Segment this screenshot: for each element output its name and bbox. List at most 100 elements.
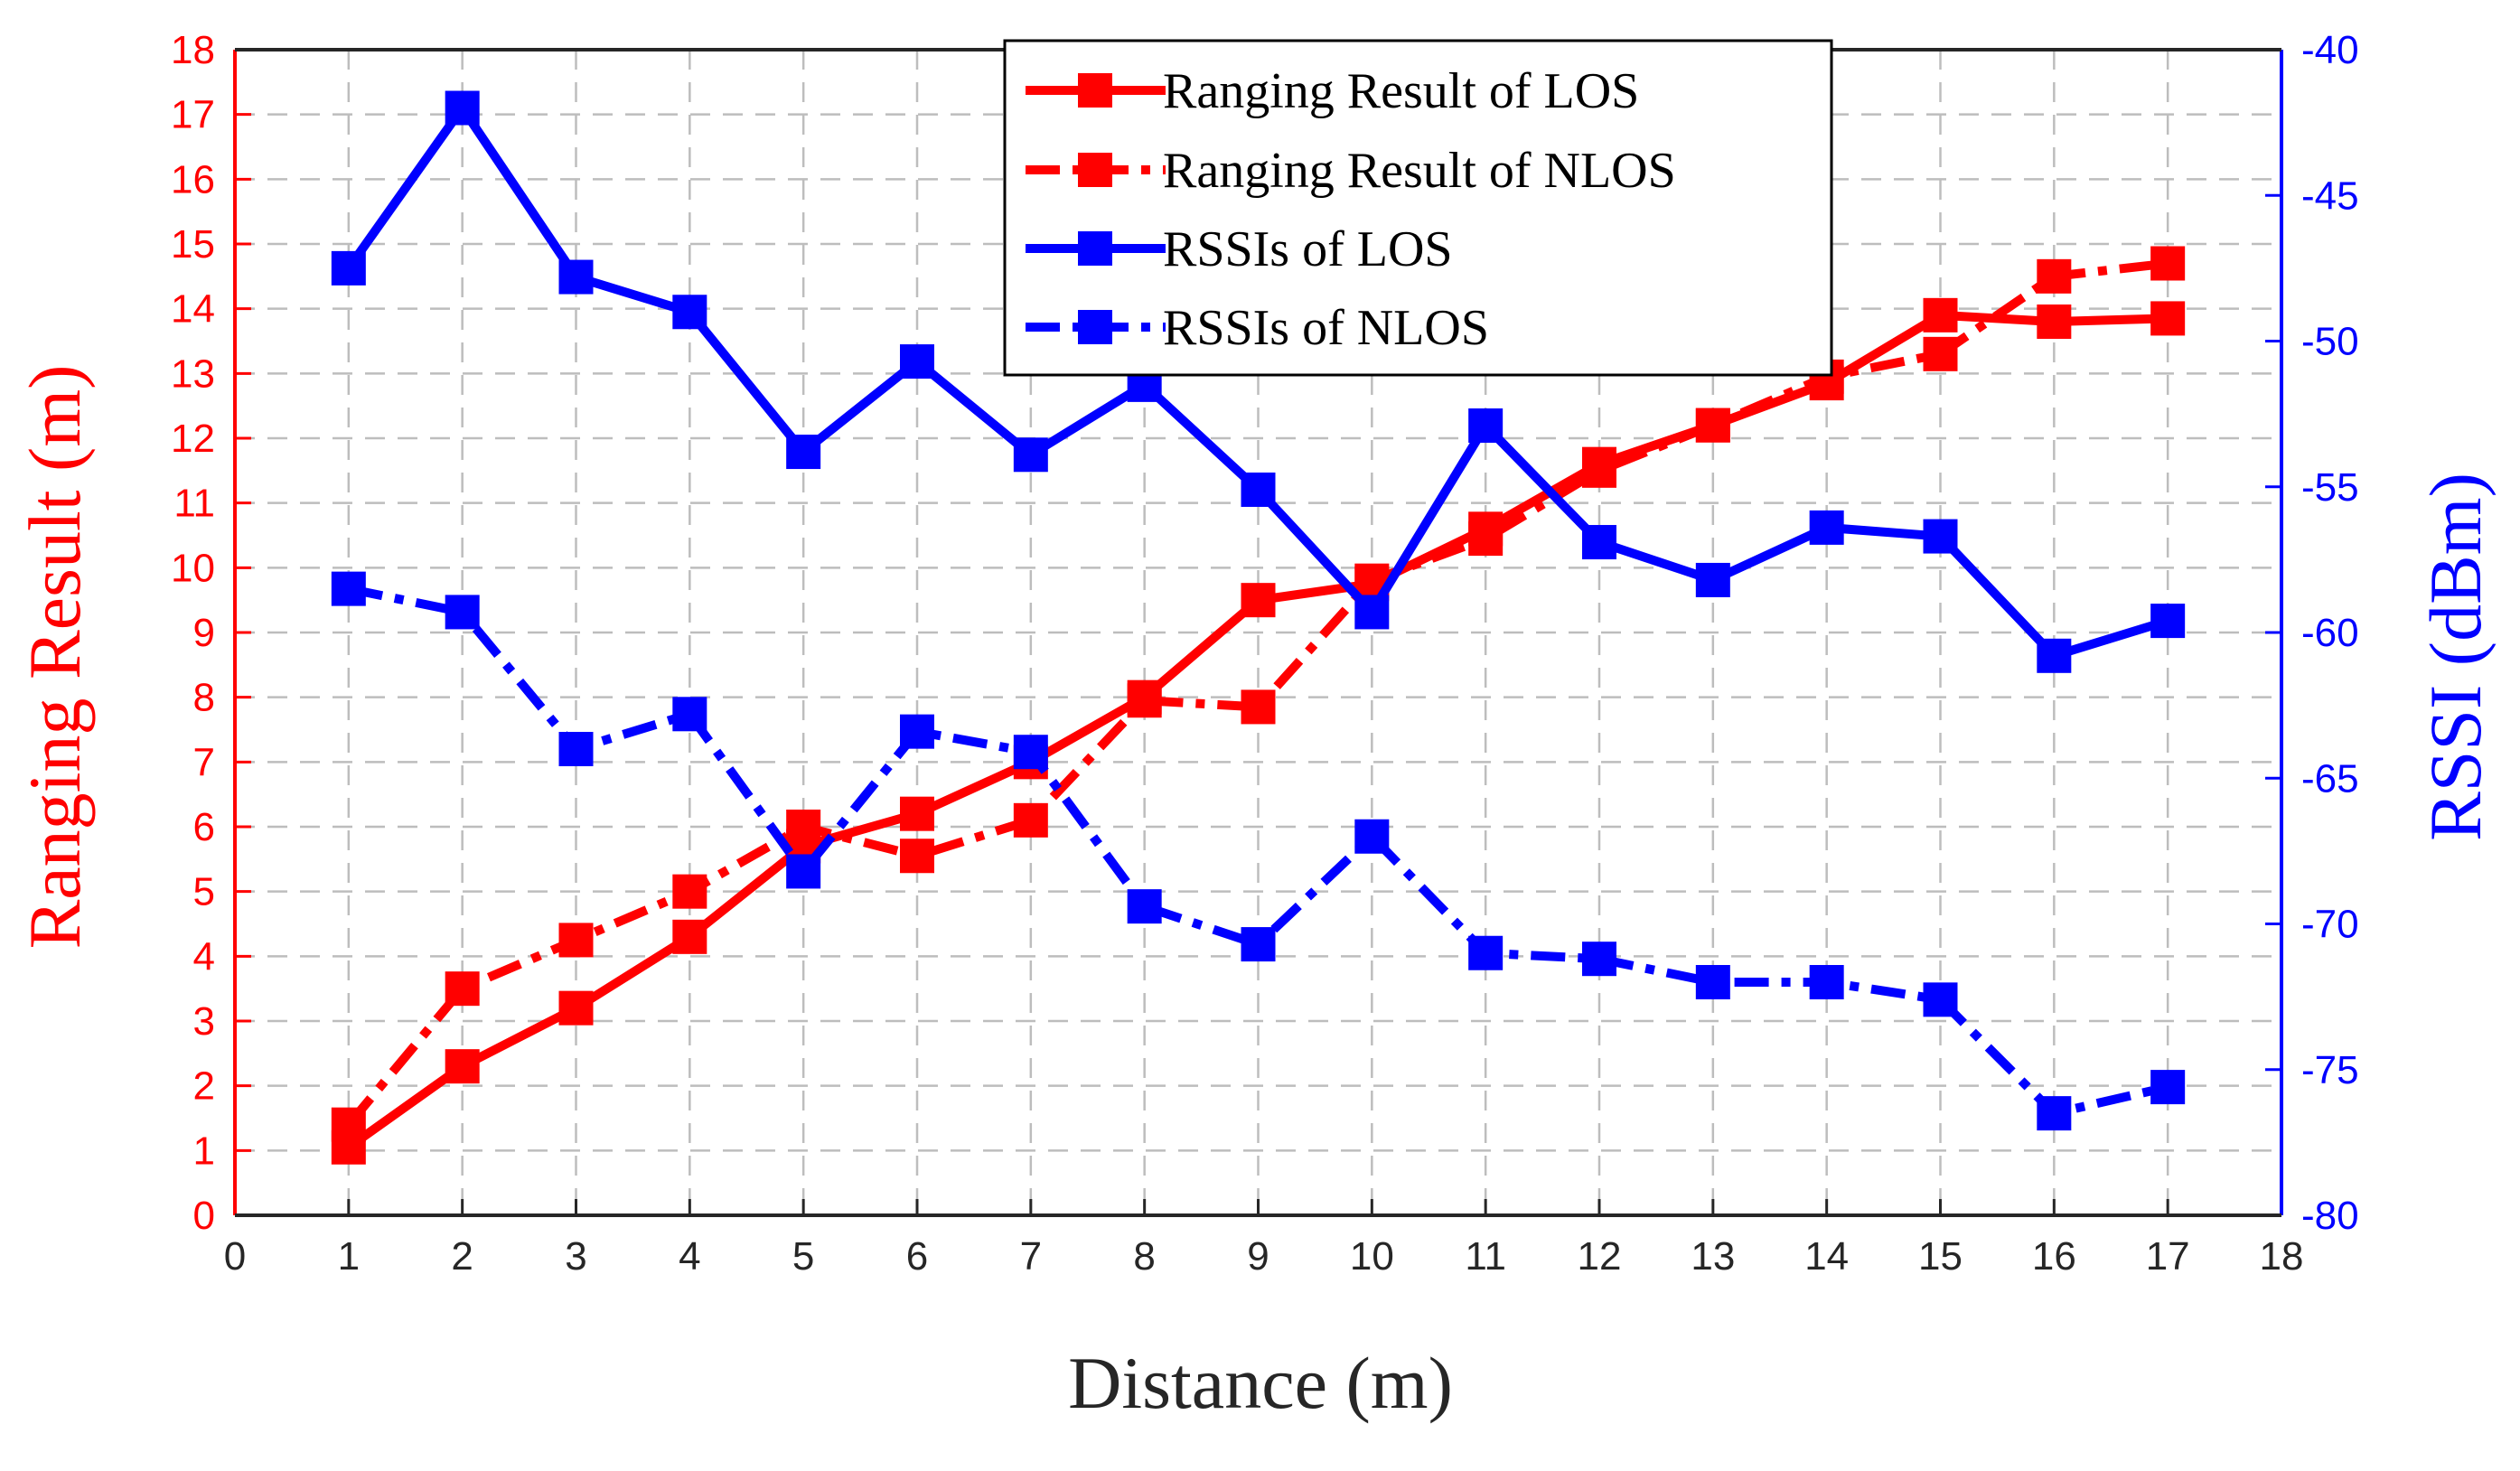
y-left-tick-label: 4 bbox=[193, 934, 215, 979]
data-point-marker bbox=[2037, 258, 2072, 294]
x-axis-title: Distance (m) bbox=[1068, 1342, 1453, 1424]
data-point-marker bbox=[1127, 683, 1162, 718]
data-point-marker bbox=[558, 732, 594, 766]
data-point-marker bbox=[1241, 583, 1276, 618]
data-point-marker bbox=[558, 990, 594, 1026]
tick-labels: 0 1 2 3 4 5 6 7 8 9 10 11 12 13 14 15 16 17 18012345678910… bbox=[171, 28, 2359, 1279]
data-point-marker bbox=[900, 714, 934, 749]
legend-label-los-ranging: Ranging Result of LOS bbox=[1163, 63, 1639, 119]
y-left-tick-label: 14 bbox=[171, 287, 215, 332]
y-left-tick-label: 2 bbox=[193, 1064, 215, 1109]
series-lines bbox=[331, 90, 2186, 1165]
x-tick-label: 16 bbox=[2032, 1234, 2076, 1279]
x-tick-label: 9 bbox=[1247, 1234, 1269, 1279]
y-right-axis-title: RSSI (dBm) bbox=[2414, 473, 2497, 841]
y-right-tick-label: -75 bbox=[2301, 1048, 2359, 1092]
x-tick-label: 6 bbox=[906, 1234, 928, 1279]
legend-entry-los-ranging: Ranging Result of LOS bbox=[1026, 63, 1639, 119]
data-point-marker bbox=[1923, 982, 1958, 1017]
y-left-tick-label: 10 bbox=[171, 546, 215, 590]
data-point-marker bbox=[786, 810, 821, 844]
data-point-marker bbox=[331, 571, 366, 606]
data-point-marker bbox=[558, 923, 594, 958]
data-point-marker bbox=[1695, 965, 1730, 999]
y-right-tick-label: -40 bbox=[2301, 28, 2359, 72]
x-tick-label: 15 bbox=[1918, 1234, 1963, 1279]
data-point-marker bbox=[672, 919, 707, 954]
y-right-tick-label: -55 bbox=[2301, 465, 2359, 510]
data-point-marker bbox=[331, 250, 366, 286]
data-point-marker bbox=[1695, 408, 1730, 443]
data-point-marker bbox=[1582, 525, 1616, 560]
data-point-marker bbox=[1468, 521, 1504, 557]
data-point-marker bbox=[900, 839, 934, 874]
y-left-tick-label: 13 bbox=[171, 351, 215, 396]
y-left-tick-label: 6 bbox=[193, 805, 215, 849]
data-point-marker bbox=[2037, 305, 2072, 339]
data-point-marker bbox=[1582, 942, 1616, 977]
y-right-tick-label: -70 bbox=[2301, 903, 2359, 947]
x-tick-label: 11 bbox=[1465, 1234, 1506, 1279]
data-point-marker bbox=[1809, 965, 1844, 999]
data-point-marker bbox=[672, 697, 707, 732]
y-left-tick-label: 12 bbox=[171, 417, 215, 461]
data-point-marker bbox=[786, 435, 821, 470]
data-point-marker bbox=[558, 259, 594, 295]
x-tick-label: 7 bbox=[1020, 1234, 1042, 1279]
data-point-marker bbox=[2150, 301, 2186, 336]
data-point-marker bbox=[1013, 735, 1048, 770]
y-right-tick-label: -60 bbox=[2301, 611, 2359, 655]
x-tick-label: 12 bbox=[1578, 1234, 1622, 1279]
x-tick-label: 1 bbox=[338, 1234, 360, 1279]
x-tick-label: 8 bbox=[1133, 1234, 1155, 1279]
x-tick-label: 2 bbox=[451, 1234, 473, 1279]
x-tick-label: 13 bbox=[1691, 1234, 1735, 1279]
y-right-tick-label: -65 bbox=[2301, 756, 2359, 801]
data-point-marker bbox=[1809, 510, 1844, 545]
legend-swatch-marker bbox=[1078, 310, 1112, 344]
data-point-marker bbox=[1241, 927, 1276, 962]
y-left-tick-label: 5 bbox=[193, 870, 215, 914]
data-point-marker bbox=[672, 874, 707, 909]
y-left-tick-label: 3 bbox=[193, 999, 215, 1044]
legend-box bbox=[1003, 39, 1833, 377]
data-point-marker bbox=[900, 344, 934, 379]
legend-entry-los-rssi: RSSIs of LOS bbox=[1026, 221, 1453, 277]
data-point-marker bbox=[2037, 638, 2072, 673]
data-point-marker bbox=[1127, 889, 1162, 924]
legend-entry-nlos-rssi: RSSIs of NLOS bbox=[1026, 300, 1489, 356]
y-left-tick-label: 9 bbox=[193, 611, 215, 655]
y-left-tick-label: 17 bbox=[171, 93, 215, 137]
y-left-tick-label: 16 bbox=[171, 157, 215, 201]
data-point-marker bbox=[1241, 689, 1276, 725]
legend-swatch-marker bbox=[1078, 153, 1112, 187]
legend-swatch-marker bbox=[1078, 231, 1112, 266]
y-left-tick-label: 15 bbox=[171, 222, 215, 267]
y-left-axis-title: Ranging Result (m) bbox=[14, 365, 96, 950]
x-tick-label: 18 bbox=[2260, 1234, 2304, 1279]
legend-label-los-rssi: RSSIs of LOS bbox=[1163, 221, 1453, 277]
data-point-marker bbox=[1582, 453, 1616, 488]
data-point-marker bbox=[1468, 935, 1504, 970]
data-point-marker bbox=[1241, 472, 1276, 507]
x-tick-label: 5 bbox=[792, 1234, 814, 1279]
y-left-tick-label: 18 bbox=[171, 28, 215, 72]
x-tick-label: 3 bbox=[565, 1234, 586, 1279]
data-point-marker bbox=[672, 295, 707, 330]
y-left-tick-label: 1 bbox=[193, 1129, 215, 1173]
y-left-tick-label: 11 bbox=[173, 482, 215, 526]
legend-swatch-marker bbox=[1078, 73, 1112, 108]
data-point-marker bbox=[1923, 336, 1958, 371]
x-tick-label: 17 bbox=[2146, 1234, 2190, 1279]
y-left-tick-label: 8 bbox=[193, 676, 215, 720]
data-point-marker bbox=[900, 796, 934, 831]
data-point-marker bbox=[445, 595, 480, 630]
x-tick-label: 10 bbox=[1350, 1234, 1394, 1279]
x-tick-label: 14 bbox=[1804, 1234, 1849, 1279]
data-point-marker bbox=[445, 971, 480, 1007]
data-point-marker bbox=[2037, 1096, 2072, 1131]
data-point-marker bbox=[1354, 595, 1390, 630]
data-point-marker bbox=[1013, 802, 1048, 838]
data-point-marker bbox=[1013, 437, 1048, 473]
